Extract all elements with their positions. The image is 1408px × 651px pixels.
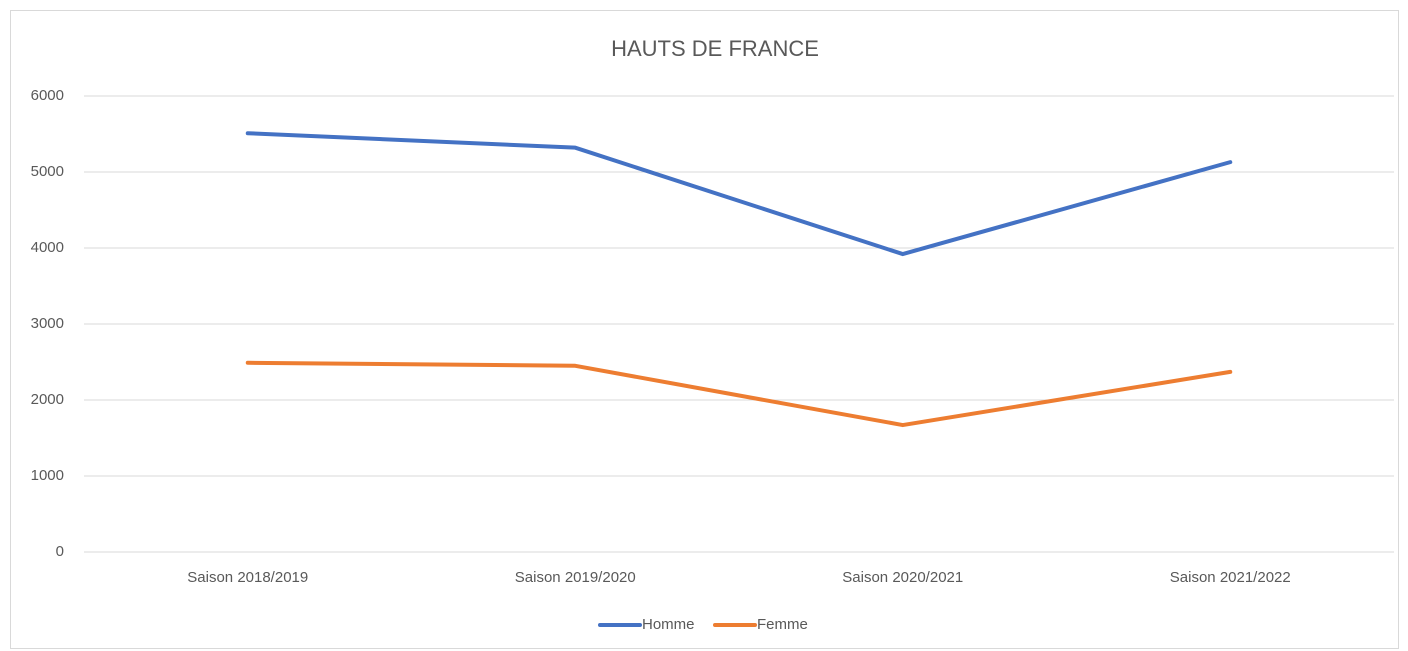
line-series	[245, 360, 1233, 428]
chart-title: HAUTS DE FRANCE	[611, 36, 819, 61]
x-tick-label: Saison 2019/2020	[515, 569, 636, 586]
y-tick-label: 5000	[31, 163, 64, 180]
x-tick-label: Saison 2020/2021	[842, 569, 963, 586]
y-tick-label: 0	[56, 543, 64, 560]
chart-frame	[10, 10, 1399, 649]
y-tick-label: 1000	[31, 467, 64, 484]
y-tick-label: 4000	[31, 239, 64, 256]
y-tick-label: 6000	[31, 87, 64, 104]
y-tick-label: 3000	[31, 315, 64, 332]
legend-label: Homme	[642, 616, 695, 633]
legend-label: Femme	[757, 616, 808, 633]
x-tick-label: Saison 2021/2022	[1170, 569, 1291, 586]
x-tick-label: Saison 2018/2019	[187, 569, 308, 586]
y-tick-label: 2000	[31, 391, 64, 408]
line-series	[245, 131, 1233, 257]
